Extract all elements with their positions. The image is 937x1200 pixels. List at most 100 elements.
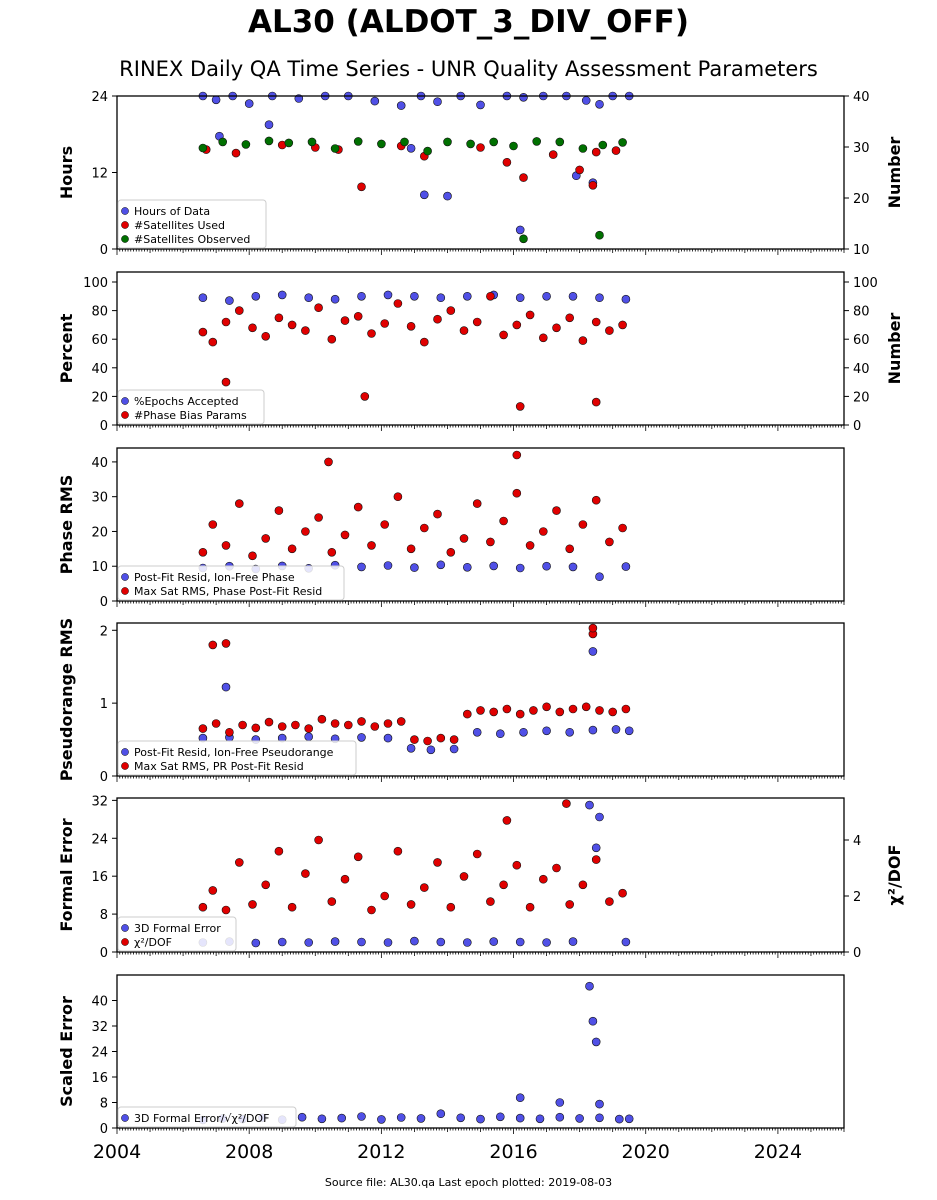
data-point-p2-s2-20 (459, 326, 469, 335)
data-point-p4-s2-20 (462, 709, 472, 719)
legend-label: Post-Fit Resid, Ion-Free Pseudorange (134, 746, 334, 759)
y-axis-label: Formal Error (57, 818, 76, 931)
y-axis-label: Pseudorange RMS (57, 618, 76, 781)
data-point-p4-s2-28 (568, 704, 578, 714)
data-point-p1-s3-4 (284, 138, 294, 148)
data-point-p3-s2-22 (486, 537, 495, 547)
y-tick-label: 100 (83, 276, 108, 291)
data-point-p6-s1-21 (614, 1114, 624, 1124)
data-point-p1-s3-19 (618, 138, 627, 147)
data-point-p2-s1-1 (225, 296, 234, 305)
data-point-p3-s2-26 (538, 527, 548, 536)
data-point-p6-s1-20 (595, 1113, 604, 1123)
data-point-p4-s1-19 (221, 682, 231, 692)
data-point-p2-s1-12 (515, 293, 525, 303)
data-point-p4-s2-21 (476, 706, 485, 715)
data-point-p4-s2-19 (449, 735, 459, 744)
x-tick-label-2012: 2012 (357, 1141, 405, 1163)
y-tick-label: 20 (91, 390, 108, 405)
data-point-p5-s1-2 (251, 938, 261, 948)
data-point-p2-s1-15 (595, 293, 604, 303)
legend: Hours of Data#Satellites Used#Satellites… (117, 199, 267, 249)
data-point-p1-s3-15 (532, 137, 542, 146)
data-point-p4-s2-26 (542, 702, 551, 712)
data-point-p2-s1-4 (304, 293, 314, 303)
data-point-p2-s1-0 (198, 293, 208, 303)
y-tick-label: 60 (91, 333, 108, 348)
data-point-p5-s1-18 (621, 937, 631, 947)
y-tick-label: 32 (91, 794, 108, 809)
data-point-p5-s1-3 (277, 937, 287, 947)
legend-marker (121, 1114, 129, 1122)
data-point-p3-s2-8 (301, 527, 310, 536)
plot-frame (116, 974, 845, 1129)
data-point-p4-s2-31 (608, 707, 618, 717)
data-point-p2-s1-3 (277, 290, 287, 300)
data-point-p3-s2-4 (248, 551, 257, 561)
data-point-p1-s1-27 (515, 225, 525, 235)
data-point-p2-s2-15 (393, 299, 403, 308)
data-point-p4-s1-17 (611, 725, 621, 734)
data-point-p4-s2-10 (330, 719, 340, 728)
data-point-p6-s1-26 (588, 1016, 598, 1026)
data-point-p5-s2-18 (433, 858, 442, 867)
data-point-p4-s2-18 (436, 733, 446, 743)
data-point-p4-s2-27 (555, 707, 565, 717)
legend: %Epochs Accepted#Phase Bias Params (117, 389, 265, 425)
data-point-p6-s1-22 (624, 1114, 634, 1124)
data-point-p5-s1-4 (304, 938, 314, 947)
data-point-p3-s2-2 (221, 541, 231, 550)
data-point-p4-s2-7 (291, 720, 300, 730)
legend: 3D Formal Error/√χ²/DOF (117, 1106, 297, 1128)
data-point-p4-s2-24 (515, 709, 525, 719)
y-tick-label: 24 (91, 1046, 108, 1061)
data-point-p2-s1-8 (410, 291, 419, 301)
data-point-p6-s1-23 (515, 1093, 525, 1102)
data-point-p5-s2-14 (380, 891, 390, 901)
data-point-p1-s3-11 (443, 137, 452, 147)
figure-title: AL30 (ALDOT_3_DIV_OFF) (247, 4, 690, 40)
data-point-p3-s2-5 (261, 534, 271, 543)
legend-label: Max Sat RMS, PR Post-Fit Resid (134, 760, 304, 773)
data-point-p4-s1-12 (495, 729, 505, 739)
data-point-p2-s2-19 (446, 306, 456, 315)
legend-label: 3D Formal Error (134, 922, 221, 935)
y-tick-label: 2 (100, 624, 108, 639)
data-point-p4-s2-32 (621, 704, 631, 714)
y-tick-label: 30 (91, 491, 108, 506)
data-point-p4-s1-15 (565, 727, 575, 737)
data-point-p5-s2-9 (314, 835, 323, 845)
x-tick-label-2008: 2008 (225, 1141, 273, 1163)
data-point-p4-s2-30 (595, 706, 604, 715)
data-point-p1-s3-1 (218, 137, 227, 147)
data-point-p3-s1-11 (489, 561, 499, 571)
data-point-p5-s2-6 (274, 846, 284, 856)
data-point-p2-s1-5 (330, 294, 340, 304)
data-point-p3-s2-7 (287, 544, 297, 554)
legend-label: Post-Fit Resid, Ion-Free Phase (134, 571, 295, 584)
legend-label: #Satellites Observed (134, 233, 250, 246)
data-point-p2-s2-9 (314, 303, 323, 313)
data-point-p1-s3-17 (578, 144, 588, 153)
data-point-p2-s2-33 (221, 377, 231, 387)
data-point-p5-s2-34 (502, 816, 512, 825)
data-point-p1-s3-8 (377, 139, 386, 149)
legend-box (117, 389, 265, 425)
data-point-p5-s2-12 (353, 852, 363, 862)
data-point-p2-s2-30 (591, 317, 601, 327)
data-point-p2-s2-22 (486, 291, 495, 301)
data-point-p2-s2-23 (499, 330, 508, 340)
data-point-p3-s2-6 (274, 506, 284, 515)
data-point-p1-s1-8 (370, 96, 380, 106)
data-point-p2-s1-14 (568, 291, 578, 301)
data-point-p2-s2-14 (380, 319, 390, 328)
data-point-p6-s1-28 (595, 1099, 604, 1109)
data-point-p5-s2-16 (406, 900, 416, 909)
y-axis-label: Scaled Error (57, 996, 76, 1107)
data-point-p2-s1-13 (542, 291, 551, 301)
x-tick-label-2024: 2024 (754, 1141, 802, 1163)
legend-box (117, 740, 357, 776)
